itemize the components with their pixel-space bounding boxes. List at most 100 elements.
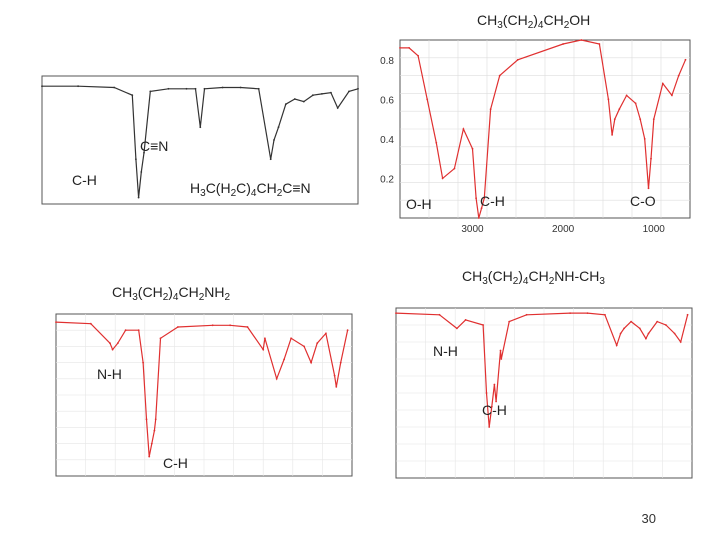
annotation-oh-stretch: O-H <box>406 196 432 212</box>
spectrum-point <box>303 345 305 348</box>
spectrum-point <box>395 312 397 314</box>
spectrum-plot-primary-amine <box>55 313 353 477</box>
x-tick-label: 3000 <box>461 224 484 235</box>
spectrum-point <box>488 426 491 428</box>
spectrum-point <box>346 329 349 332</box>
spectrum-point <box>302 100 305 103</box>
annotation-cn-stretch: C≡N <box>140 138 169 154</box>
x-tick-label: 2000 <box>552 224 575 235</box>
spectrum-point <box>656 320 659 323</box>
spectrum-point <box>148 455 151 458</box>
spectrum-point <box>203 87 206 90</box>
spectrum-point <box>634 102 637 105</box>
spectrum-point <box>229 324 232 327</box>
spectrum-point <box>145 418 148 421</box>
spectrum-point <box>316 342 319 345</box>
annotation-nh-stretch-primary: N-H <box>97 366 122 382</box>
annotation-ch-stretch-primary: C-H <box>163 455 188 471</box>
spectrum-point <box>321 93 323 95</box>
spectrum-point <box>671 94 673 97</box>
spectrum-point <box>283 358 285 361</box>
spectrum-point <box>137 196 140 199</box>
spectrum-point <box>677 74 680 77</box>
spectrum-point <box>613 118 616 120</box>
spectrum-point <box>131 94 134 97</box>
spectrum-point <box>239 86 242 89</box>
spectrum-point <box>275 377 278 380</box>
spectrum-point <box>264 337 266 340</box>
title-secondary-amine: CH3(CH2)4CH2NH-CH3 <box>462 268 605 287</box>
spectrum-point <box>639 118 642 120</box>
spectrum-point <box>586 312 589 314</box>
spectrum-point <box>335 386 338 388</box>
spectrum-point <box>399 47 401 49</box>
spectrum-point <box>111 348 114 351</box>
spectrum-point <box>643 138 646 140</box>
spectrum-point <box>149 90 152 93</box>
spectrum-point <box>673 332 676 335</box>
spectrum-panel-alcohol: 0.2 0.4 0.6 0.8 3000 2000 1000 <box>368 36 700 242</box>
spectrum-point <box>284 103 287 106</box>
spectrum-point <box>435 141 438 144</box>
spectrum-point <box>312 94 314 97</box>
spectrum-point <box>498 74 501 77</box>
spectrum-point <box>493 383 496 386</box>
annotation-ch-stretch-secondary: C-H <box>482 402 507 418</box>
spectrum-plot-secondary-amine <box>395 307 693 479</box>
spectrum-point <box>679 341 682 343</box>
spectrum-plot-nitrile <box>41 75 359 205</box>
spectrum-point <box>477 217 480 219</box>
spectrum-point <box>142 361 144 364</box>
spectrum-point <box>638 327 641 330</box>
spectrum-point <box>113 86 116 89</box>
title-nitrile: H3C(H2C)4CH2C≡N <box>190 180 311 199</box>
spectrum-point <box>330 91 332 94</box>
spectrum-panel-secondary-amine <box>370 300 700 496</box>
spectrum-point <box>135 158 137 161</box>
spectrum-point <box>464 319 467 321</box>
spectrum-point <box>109 342 111 345</box>
spectrum-point <box>661 82 664 85</box>
spectrum-point <box>489 108 492 111</box>
spectrum-point <box>471 147 474 150</box>
spectrum-point <box>499 349 502 352</box>
spectrum-point <box>77 85 79 88</box>
spectrum-point <box>462 128 465 130</box>
spectrum-point <box>333 374 336 377</box>
spectrum-point <box>290 337 292 340</box>
spectrum-point <box>569 312 571 314</box>
spectrum-point <box>665 324 667 326</box>
spectrum-point <box>257 87 260 90</box>
spectrum-point <box>246 326 249 328</box>
spectrum-point <box>150 442 153 445</box>
spectrum-point <box>686 313 689 316</box>
spectrum-point <box>482 324 484 326</box>
spectrum-point <box>325 332 327 335</box>
spectrum-point <box>159 337 162 340</box>
plot-frame <box>41 75 359 205</box>
spectrum-point <box>199 126 202 129</box>
spectrum-point <box>562 43 564 45</box>
spectrum-point <box>516 58 519 61</box>
spectrum-point <box>269 158 272 161</box>
spectrum-point <box>525 313 528 316</box>
spectrum-point <box>647 187 650 190</box>
spectrum-point <box>615 344 618 347</box>
spectrum-point <box>185 87 188 90</box>
y-tick-label: 0.8 <box>380 56 394 67</box>
spectrum-point <box>357 87 359 90</box>
spectrum-point <box>441 177 444 180</box>
spectrum-point <box>116 342 119 345</box>
spectrum-point <box>273 139 275 141</box>
annotation-ch-stretch-nitrile: C-H <box>72 172 97 188</box>
spectrum-point <box>177 326 179 328</box>
spectrum-point <box>167 87 170 90</box>
spectrum-point <box>55 321 57 323</box>
spectrum-point <box>89 322 92 325</box>
spectrum-point <box>348 90 350 93</box>
x-tick-label: 1000 <box>643 224 666 235</box>
spectrum-point <box>417 54 419 57</box>
spectrum-point <box>508 320 511 323</box>
spectrum-point <box>652 118 655 120</box>
spectrum-point <box>140 171 143 173</box>
